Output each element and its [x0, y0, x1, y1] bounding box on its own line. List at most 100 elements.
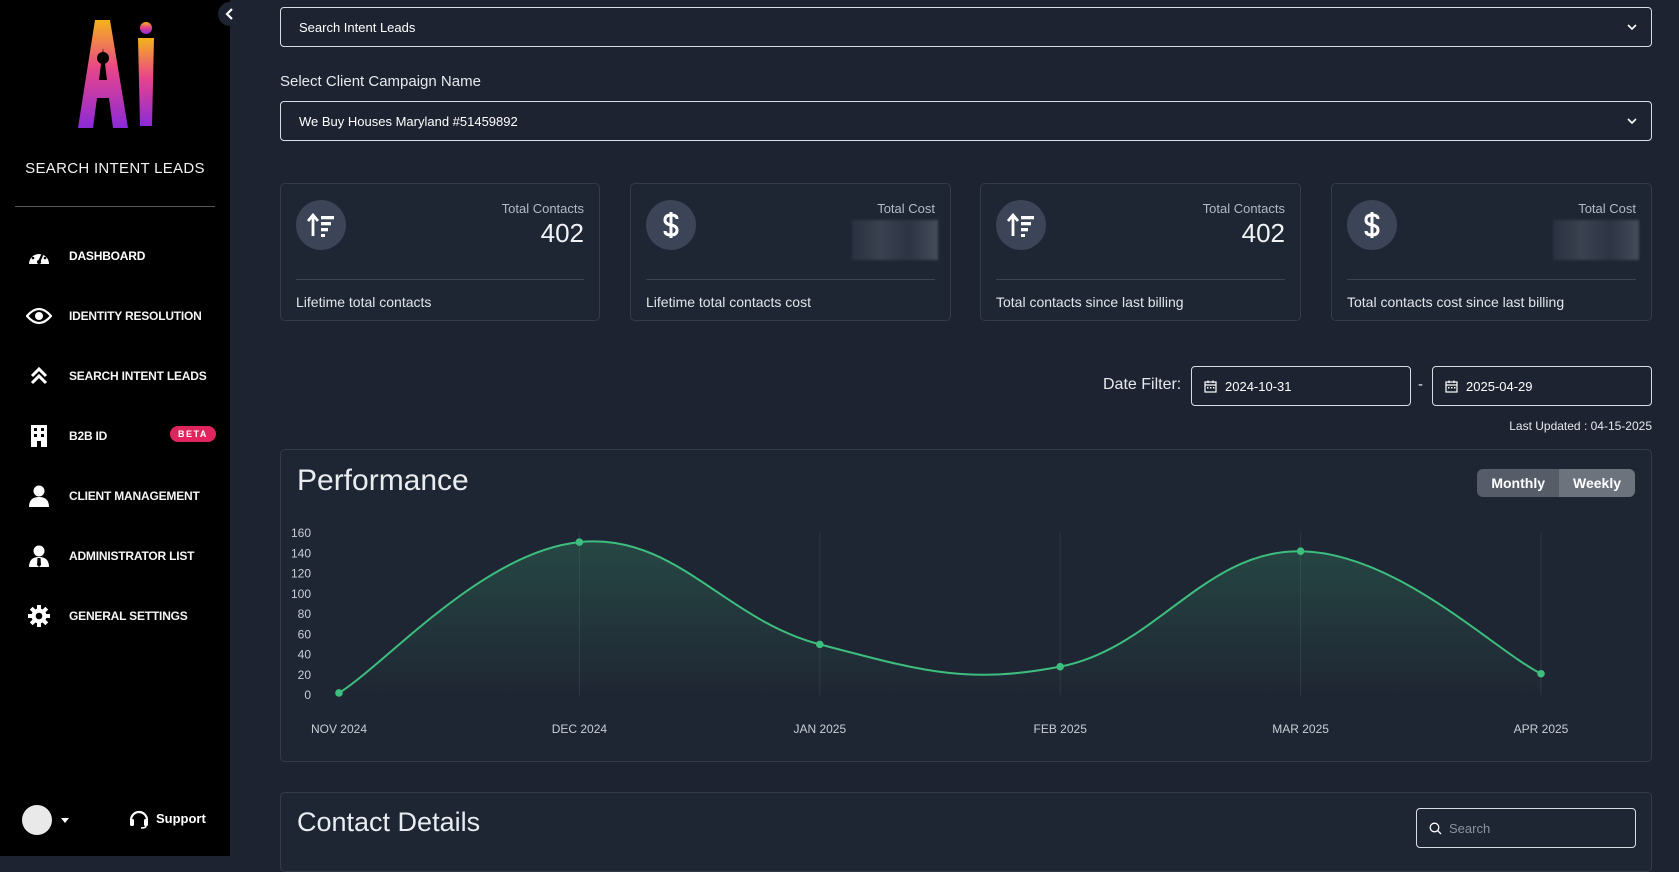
card-title: Total Contacts	[1202, 201, 1285, 216]
stat-card-lifetime-cost: Total Cost Lifetime total contacts cost	[630, 183, 951, 321]
sidebar-item-dashboard[interactable]: DASHBOARD	[0, 226, 230, 286]
card-divider	[296, 279, 584, 280]
stat-card-billing-contacts: Total Contacts 402 Total contacts since …	[980, 183, 1301, 321]
beta-badge: BETA	[170, 426, 216, 442]
card-description: Total contacts since last billing	[996, 294, 1184, 310]
y-tick-label: 20	[298, 668, 312, 682]
sidebar-item-label: GENERAL SETTINGS	[69, 609, 188, 623]
dollar-icon	[646, 200, 696, 250]
sidebar-item-search-intent-leads[interactable]: SEARCH INTENT LEADS	[0, 346, 230, 406]
card-description: Lifetime total contacts cost	[646, 294, 811, 310]
support-button[interactable]: Support	[128, 807, 206, 829]
sidebar-item-administrator-list[interactable]: ADMINISTRATOR LIST	[0, 526, 230, 586]
date-from-value: 2024-10-31	[1225, 378, 1292, 394]
sidebar-divider	[15, 206, 215, 207]
campaign-select[interactable]: We Buy Houses Maryland #51459892	[280, 101, 1652, 141]
contact-details-panel: Contact Details Search	[280, 792, 1652, 872]
sidebar-item-label: DASHBOARD	[69, 249, 146, 263]
card-description: Lifetime total contacts	[296, 294, 432, 310]
chevron-down-icon	[1627, 24, 1637, 31]
sidebar-item-general-settings[interactable]: GENERAL SETTINGS	[0, 586, 230, 646]
date-to-input[interactable]: 2025-04-29	[1432, 366, 1652, 406]
stat-card-billing-cost: Total Cost Total contacts cost since las…	[1331, 183, 1652, 321]
calendar-icon	[1204, 380, 1217, 393]
last-updated: Last Updated : 04-15-2025	[1509, 419, 1652, 433]
collapse-sidebar-button[interactable]	[218, 2, 242, 26]
user-menu[interactable]	[22, 805, 72, 835]
x-tick-label: JAN 2025	[793, 722, 846, 736]
stat-card-lifetime-contacts: Total Contacts 402 Lifetime total contac…	[280, 183, 600, 321]
calendar-icon	[1445, 380, 1458, 393]
x-tick-label: MAR 2025	[1272, 722, 1329, 736]
sidebar-item-b2b-id[interactable]: B2B ID BETA	[0, 406, 230, 466]
date-separator: -	[1418, 376, 1423, 393]
sidebar-item-label: SEARCH INTENT LEADS	[69, 369, 207, 383]
data-point	[816, 640, 824, 649]
search-input[interactable]: Search	[1416, 808, 1636, 848]
card-divider	[646, 279, 935, 280]
campaign-select-value: We Buy Houses Maryland #51459892	[299, 113, 518, 129]
y-tick-label: 160	[291, 526, 311, 540]
chevron-left-icon	[225, 8, 233, 20]
data-point	[1537, 669, 1545, 678]
eye-icon	[26, 303, 52, 329]
avatar[interactable]	[22, 805, 52, 835]
y-tick-label: 100	[291, 587, 311, 601]
gauge-icon	[26, 243, 52, 269]
sort-up-icon	[996, 200, 1046, 250]
monthly-button[interactable]: Monthly	[1477, 469, 1559, 497]
sidebar-item-client-management[interactable]: CLIENT MANAGEMENT	[0, 466, 230, 526]
card-divider	[996, 279, 1285, 280]
x-tick-label: FEB 2025	[1034, 722, 1088, 736]
double-chevron-up-icon	[26, 363, 52, 389]
period-toggle: Monthly Weekly	[1477, 469, 1635, 497]
date-to-value: 2025-04-29	[1466, 378, 1533, 394]
series-line	[338, 540, 1542, 694]
series-area	[339, 541, 1541, 695]
search-placeholder: Search	[1449, 820, 1491, 836]
card-title: Total Contacts	[501, 201, 584, 216]
card-title: Total Cost	[877, 201, 935, 216]
sidebar: SEARCH INTENT LEADS DASHBOARD IDENTITY R…	[0, 0, 242, 856]
sidebar-item-identity-resolution[interactable]: IDENTITY RESOLUTION	[0, 286, 230, 346]
sidebar-nav: DASHBOARD IDENTITY RESOLUTION SEARCH INT…	[0, 226, 230, 646]
gear-icon	[26, 603, 52, 629]
card-title: Total Cost	[1578, 201, 1636, 216]
performance-title: Performance	[297, 464, 469, 497]
date-filter-label: Date Filter:	[1103, 376, 1182, 393]
card-value: 402	[540, 218, 584, 248]
search-icon	[1429, 822, 1442, 834]
building-icon	[26, 423, 52, 449]
y-tick-label: 120	[291, 567, 311, 581]
x-tick-label: APR 2025	[1514, 722, 1569, 736]
product-select-value: Search Intent Leads	[299, 19, 416, 35]
data-point	[335, 689, 343, 697]
date-from-input[interactable]: 2024-10-31	[1191, 366, 1411, 406]
app-logo	[78, 20, 154, 128]
performance-panel: Performance Monthly Weekly 0 20 40 60 80 100 1…	[280, 449, 1652, 762]
data-point	[1056, 662, 1064, 671]
sidebar-item-label: B2B ID	[69, 429, 108, 443]
y-tick-label: 60	[298, 627, 312, 641]
x-tick-label: NOV 2024	[311, 722, 367, 736]
caret-down-icon	[61, 818, 69, 823]
y-tick-label: 80	[298, 607, 312, 621]
dollar-icon	[1347, 200, 1397, 250]
y-tick-label: 0	[304, 688, 311, 702]
sidebar-item-label: ADMINISTRATOR LIST	[69, 549, 195, 563]
card-value: 402	[1241, 218, 1285, 248]
data-point	[575, 538, 584, 546]
product-select[interactable]: Search Intent Leads	[280, 7, 1652, 47]
contact-details-title: Contact Details	[297, 807, 481, 837]
y-tick-label: 140	[291, 546, 311, 560]
sidebar-item-label: CLIENT MANAGEMENT	[69, 489, 200, 503]
data-point	[1296, 547, 1305, 556]
x-tick-label: DEC 2024	[552, 722, 608, 736]
redacted-value	[1553, 220, 1639, 260]
redacted-value	[852, 220, 938, 260]
card-description: Total contacts cost since last billing	[1347, 294, 1565, 310]
support-label: Support	[156, 810, 206, 826]
sort-up-icon	[296, 200, 346, 250]
sidebar-item-label: IDENTITY RESOLUTION	[69, 309, 202, 323]
weekly-button[interactable]: Weekly	[1559, 469, 1635, 497]
